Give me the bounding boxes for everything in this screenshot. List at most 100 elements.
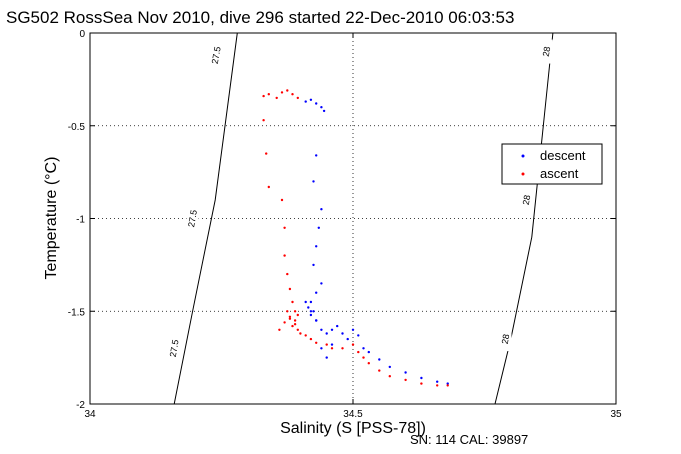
contour-label: 28 <box>521 194 533 206</box>
point-ascent <box>388 375 391 378</box>
point-descent <box>436 380 439 383</box>
point-ascent <box>262 119 265 122</box>
point-ascent <box>293 310 297 313</box>
point-descent <box>320 328 323 331</box>
point-descent <box>312 180 315 183</box>
point-ascent <box>280 198 284 202</box>
point-descent <box>351 328 355 331</box>
x-axis-label: Salinity (S [PSS-78]) <box>280 420 426 437</box>
point-ascent <box>291 324 294 328</box>
point-ascent <box>283 321 286 324</box>
point-ascent <box>304 334 307 337</box>
point-descent <box>312 263 315 267</box>
legend-label-descent: descent <box>540 148 586 163</box>
point-descent <box>367 350 370 354</box>
point-descent <box>320 282 323 285</box>
point-ascent <box>378 369 381 372</box>
point-descent <box>315 245 318 248</box>
y-tick-label: -1.5 <box>68 307 86 318</box>
serial-calibration-footer: SN: 114 CAL: 39897 <box>410 432 528 447</box>
point-descent <box>309 300 313 304</box>
point-descent <box>357 334 360 337</box>
point-ascent <box>286 310 289 313</box>
point-ascent <box>265 152 268 155</box>
point-descent <box>317 226 320 229</box>
point-ascent <box>291 300 294 304</box>
legend-box <box>501 143 603 185</box>
point-ascent <box>315 341 318 344</box>
point-descent <box>304 300 307 304</box>
point-descent <box>309 313 313 317</box>
contour-label: 27.5 <box>210 46 223 65</box>
y-tick-label: -1 <box>76 215 85 226</box>
x-tick-label: 35 <box>610 409 622 420</box>
contour-label-bg <box>540 39 553 64</box>
point-descent <box>341 332 344 335</box>
point-ascent <box>288 317 292 320</box>
point-descent <box>420 376 423 380</box>
point-ascent <box>262 94 265 98</box>
point-ascent <box>267 185 270 189</box>
point-ascent <box>278 328 281 331</box>
point-descent <box>315 291 318 294</box>
point-ascent <box>351 343 355 346</box>
point-ascent <box>288 287 292 291</box>
point-descent <box>304 100 307 103</box>
point-descent <box>320 106 323 109</box>
point-descent <box>388 365 391 369</box>
y-tick-label: -0.5 <box>68 122 86 133</box>
axis-ticks: 34 34.5 35 0 -0.5 -1 -1.5 -2 <box>68 29 622 420</box>
point-ascent <box>267 93 270 96</box>
x-tick-label: 34.5 <box>343 409 363 420</box>
contour-label: 28 <box>541 46 553 58</box>
point-descent <box>325 332 328 335</box>
point-descent <box>307 306 310 309</box>
point-ascent <box>362 356 365 359</box>
density-contours: 27.5 27.5 27.5 28 28 28 <box>168 32 554 405</box>
point-ascent <box>296 313 299 317</box>
legend-marker-descent <box>521 154 525 158</box>
point-ascent <box>436 384 439 387</box>
point-descent <box>312 310 315 313</box>
y-axis-label: Temperature (°C) <box>43 157 60 280</box>
contour-label-bg <box>168 336 181 361</box>
point-descent <box>320 347 323 350</box>
legend-marker-ascent <box>521 172 525 176</box>
contour-label-bg <box>186 206 199 231</box>
point-descent <box>322 109 326 113</box>
point-ascent <box>280 91 284 94</box>
legend-label-ascent: ascent <box>540 166 579 181</box>
point-ascent <box>404 378 407 382</box>
point-descent <box>315 102 318 105</box>
legend: descent ascent <box>501 143 603 185</box>
point-descent <box>346 337 349 341</box>
y-tick-label: 0 <box>79 29 85 40</box>
point-descent <box>315 319 318 322</box>
point-descent <box>325 356 328 359</box>
point-ascent <box>325 343 328 346</box>
point-descent <box>362 347 365 350</box>
density-contour-0 <box>173 32 238 405</box>
point-ascent <box>275 96 278 100</box>
point-descent <box>336 324 339 328</box>
point-ascent <box>296 96 299 100</box>
point-ascent <box>286 272 289 276</box>
contour-label-bg <box>520 187 533 212</box>
point-ascent <box>293 323 297 326</box>
point-ascent <box>299 332 302 335</box>
contour-label-bg <box>499 327 512 352</box>
point-descent <box>315 154 318 157</box>
point-ascent <box>288 315 292 318</box>
point-descent <box>309 98 313 102</box>
contour-label: 27.5 <box>186 209 199 228</box>
contour-label-bg <box>210 43 223 68</box>
point-ascent <box>446 384 449 387</box>
point-descent <box>320 208 323 211</box>
point-descent <box>446 382 449 385</box>
point-ascent <box>293 319 297 322</box>
y-tick-label: -2 <box>76 400 85 411</box>
point-descent <box>378 358 381 361</box>
data-points <box>262 89 449 387</box>
x-tick-label: 34 <box>84 409 96 420</box>
